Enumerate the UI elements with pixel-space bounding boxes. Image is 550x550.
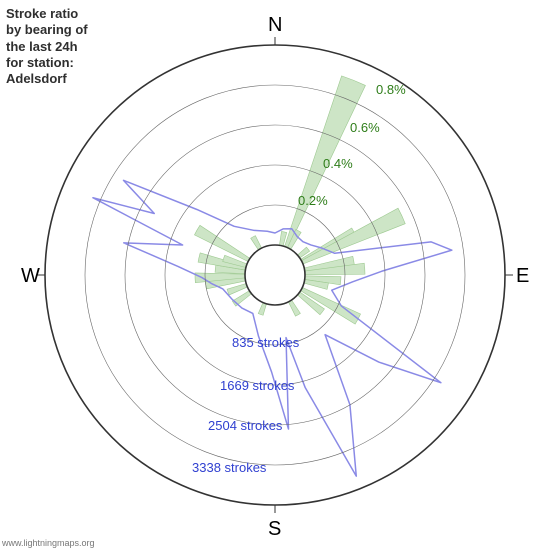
compass-w: W: [21, 265, 40, 288]
chart-title: Stroke ratio by bearing of the last 24h …: [6, 6, 88, 87]
stroke-ring-label: 3338 strokes: [192, 460, 266, 475]
compass-n: N: [268, 14, 282, 37]
pct-ring-label: 0.2%: [298, 193, 328, 208]
stroke-ring-label: 1669 strokes: [220, 378, 294, 393]
pct-ring-label: 0.6%: [350, 120, 380, 135]
pct-ring-label: 0.8%: [376, 82, 406, 97]
compass-e: E: [516, 265, 529, 288]
stroke-ring-label: 835 strokes: [232, 335, 299, 350]
compass-s: S: [268, 518, 281, 541]
stroke-ring-label: 2504 strokes: [208, 418, 282, 433]
credit-text: www.lightningmaps.org: [2, 538, 95, 548]
pct-ring-label: 0.4%: [323, 156, 353, 171]
